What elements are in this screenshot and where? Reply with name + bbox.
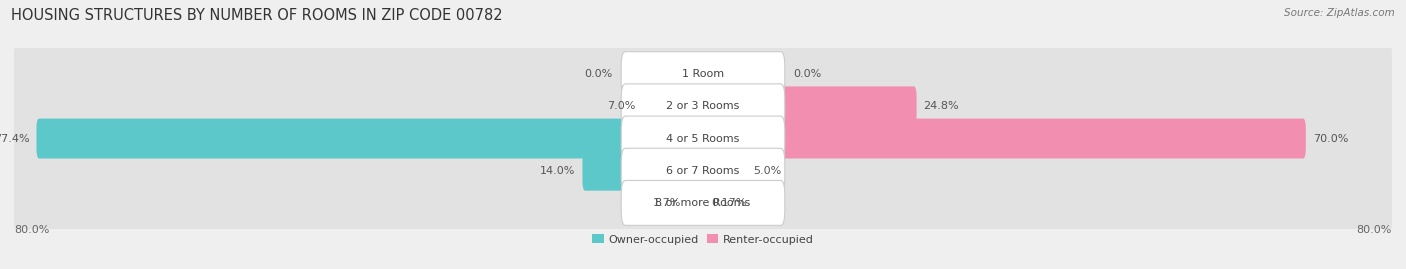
FancyBboxPatch shape (621, 84, 785, 129)
FancyBboxPatch shape (14, 165, 1392, 241)
FancyBboxPatch shape (621, 116, 785, 161)
FancyBboxPatch shape (621, 52, 785, 97)
Text: 24.8%: 24.8% (924, 101, 959, 111)
FancyBboxPatch shape (621, 148, 785, 193)
Text: 80.0%: 80.0% (1357, 225, 1392, 235)
FancyBboxPatch shape (14, 101, 1392, 176)
FancyBboxPatch shape (37, 119, 703, 158)
FancyBboxPatch shape (621, 180, 785, 225)
FancyBboxPatch shape (703, 119, 1306, 158)
FancyBboxPatch shape (14, 68, 1392, 144)
Text: 0.17%: 0.17% (711, 198, 747, 208)
FancyBboxPatch shape (703, 151, 747, 191)
Text: 7.0%: 7.0% (607, 101, 636, 111)
FancyBboxPatch shape (14, 36, 1392, 112)
Text: 14.0%: 14.0% (540, 166, 575, 176)
Text: 70.0%: 70.0% (1313, 133, 1348, 144)
Text: 1 Room: 1 Room (682, 69, 724, 79)
Text: 77.4%: 77.4% (0, 133, 30, 144)
FancyBboxPatch shape (703, 86, 917, 126)
Text: 6 or 7 Rooms: 6 or 7 Rooms (666, 166, 740, 176)
Text: Source: ZipAtlas.com: Source: ZipAtlas.com (1284, 8, 1395, 18)
Text: 8 or more Rooms: 8 or more Rooms (655, 198, 751, 208)
FancyBboxPatch shape (582, 151, 703, 191)
FancyBboxPatch shape (14, 133, 1392, 209)
Legend: Owner-occupied, Renter-occupied: Owner-occupied, Renter-occupied (592, 234, 814, 245)
Text: 1.7%: 1.7% (654, 198, 682, 208)
Text: 80.0%: 80.0% (14, 225, 49, 235)
FancyBboxPatch shape (702, 183, 706, 223)
Text: 5.0%: 5.0% (754, 166, 782, 176)
Text: 0.0%: 0.0% (793, 69, 821, 79)
Text: 2 or 3 Rooms: 2 or 3 Rooms (666, 101, 740, 111)
Text: 4 or 5 Rooms: 4 or 5 Rooms (666, 133, 740, 144)
Text: 0.0%: 0.0% (585, 69, 613, 79)
FancyBboxPatch shape (643, 86, 703, 126)
Text: HOUSING STRUCTURES BY NUMBER OF ROOMS IN ZIP CODE 00782: HOUSING STRUCTURES BY NUMBER OF ROOMS IN… (11, 8, 503, 23)
FancyBboxPatch shape (689, 183, 703, 223)
